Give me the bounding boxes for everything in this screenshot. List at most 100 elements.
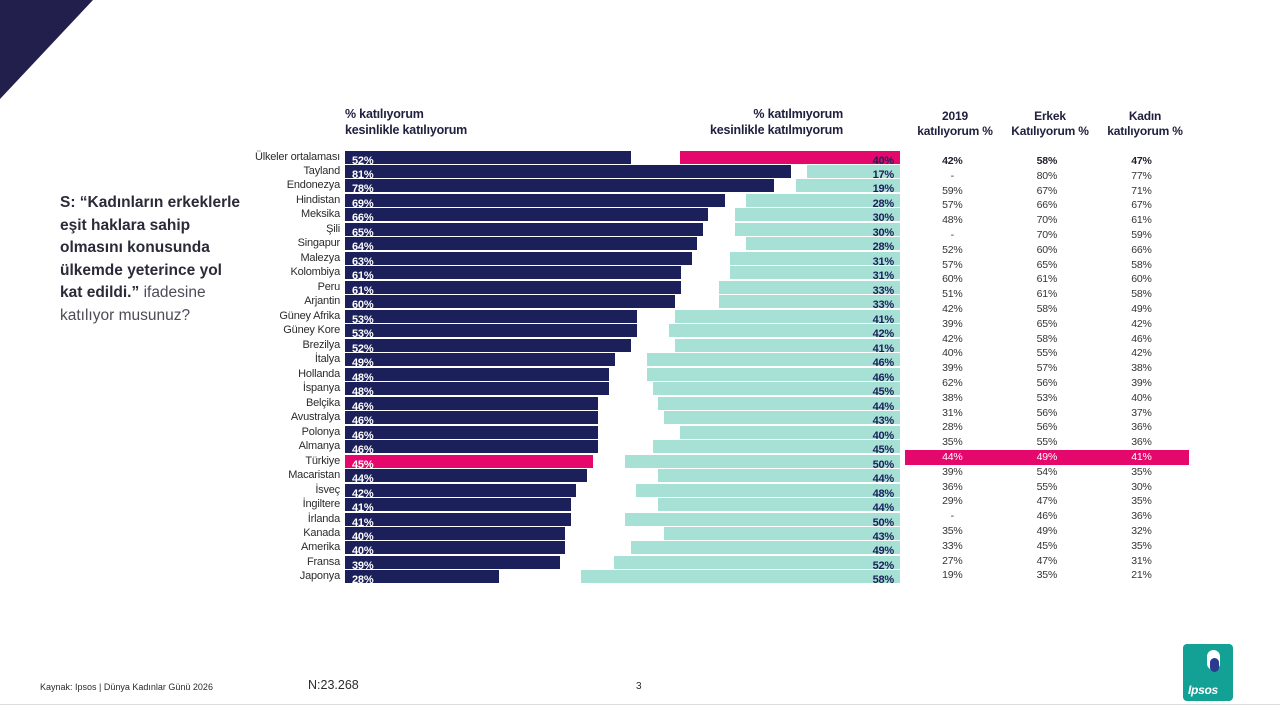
table-row: 19% 35% 21% [905, 568, 1189, 583]
bottom-divider [0, 704, 1280, 705]
agree-value: 48% [352, 386, 374, 399]
agree-value: 41% [352, 502, 374, 515]
bar-row: Fransa 39% 52% [0, 555, 1280, 572]
agree-value: 39% [352, 559, 374, 572]
table-cell-kadin: 42% [1131, 347, 1152, 360]
table-row: 60% 61% 60% [905, 272, 1189, 287]
table-cell-2019: 35% [942, 436, 963, 449]
agree-value: 63% [352, 255, 374, 268]
agree-value: 49% [352, 357, 374, 370]
table-row: 35% 49% 32% [905, 524, 1189, 539]
disagree-bar: 31% [729, 266, 900, 282]
disagree-value: 28% [872, 197, 895, 210]
table-row: 57% 66% 67% [905, 198, 1189, 213]
agree-value: 53% [352, 328, 374, 341]
sample-size: N:23.268 [308, 678, 359, 692]
table-cell-erkek: 65% [1036, 258, 1058, 271]
bar-row: Kanada 40% 43% [0, 526, 1280, 543]
table-cell-kadin: 59% [1131, 229, 1152, 241]
bar-row: Peru 61% 33% [0, 280, 1280, 297]
agree-value: 61% [352, 284, 374, 297]
country-label: Hindistan [295, 193, 340, 206]
table-cell-2019: - [950, 169, 954, 182]
agree-value: 78% [352, 183, 374, 196]
agree-bar: 52% [345, 150, 631, 167]
agree-bar: 42% [345, 483, 576, 500]
table-cell-erkek: 55% [1036, 480, 1058, 493]
table-cell-kadin: 58% [1131, 258, 1152, 271]
country-label: Güney Kore [283, 324, 340, 337]
table-row: 57% 65% 58% [905, 258, 1189, 273]
table-cell-erkek: 61% [1036, 273, 1058, 286]
agree-bar: 44% [345, 469, 587, 485]
table-row: 38% 53% 40% [905, 391, 1189, 406]
table-cell-erkek: 61% [1036, 288, 1058, 301]
disagree-bar: 45% [652, 440, 900, 457]
disagree-bar: 45% [652, 382, 900, 398]
disagree-value: 52% [872, 559, 895, 572]
agree-bar: 63% [345, 251, 692, 268]
bar-row: İsveç 42% 48% [0, 483, 1280, 500]
disagree-bar: 52% [614, 555, 900, 572]
table-row: 48% 70% 61% [905, 213, 1189, 228]
bar-row: Polonya 46% 40% [0, 425, 1280, 442]
table-cell-2019: 27% [942, 554, 963, 567]
agree-value: 81% [352, 168, 374, 181]
table-row: 31% 56% 37% [905, 406, 1189, 421]
table-cell-erkek: 53% [1036, 391, 1058, 404]
disagree-value: 17% [872, 168, 895, 181]
agree-value: 48% [352, 371, 374, 384]
disagree-value: 41% [872, 313, 895, 326]
bar-row: Brezilya 52% 41% [0, 338, 1280, 355]
bar-row: Meksika 66% 30% [0, 208, 1280, 224]
agree-bar: 46% [345, 396, 598, 413]
table-row: 42% 58% 47% [905, 154, 1189, 169]
table-cell-kadin: 58% [1131, 288, 1152, 301]
disagree-bar: 31% [729, 251, 900, 268]
table-cell-erkek: 58% [1036, 303, 1058, 315]
country-label: Singapur [297, 237, 341, 250]
bar-row: Avustralya 46% 43% [0, 411, 1280, 427]
table-cell-2019: - [950, 510, 954, 523]
bar-row: İngiltere 41% 44% [0, 498, 1280, 515]
table-cell-2019: 42% [942, 332, 963, 345]
table-cell-kadin: 32% [1131, 525, 1152, 537]
country-label: Meksika [301, 208, 340, 221]
bar-row: Malezya 63% 31% [0, 251, 1280, 268]
disagree-value: 45% [872, 444, 895, 457]
country-label: Ülkeler ortalaması [254, 150, 340, 163]
agree-value: 40% [352, 530, 374, 543]
agree-value: 40% [352, 545, 374, 558]
table-row: 39% 65% 42% [905, 317, 1189, 332]
survey-question-bold: S: “Kadınların erkeklerle eşit haklara s… [60, 194, 241, 301]
agree-bar: 45% [345, 454, 593, 471]
country-label: Hollanda [298, 367, 340, 380]
agree-value: 52% [352, 342, 374, 355]
disagree-value: 33% [872, 299, 895, 312]
country-label: İspanya [302, 382, 340, 395]
agree-bar: 40% [345, 526, 565, 543]
bar-row: Tayland 81% 17% [0, 164, 1280, 181]
disagree-bar: 43% [663, 526, 900, 543]
survey-question-regular: ifadesine katılıyor musunuz? [60, 284, 206, 324]
ipsos-logo-text: Ipsos [1188, 683, 1218, 697]
agree-bar: 81% [345, 164, 791, 181]
survey-question: S: “Kadınların erkeklerle eşit haklara s… [60, 192, 242, 327]
agree-value: 61% [352, 270, 374, 283]
table-cell-kadin: 36% [1131, 436, 1152, 449]
disagree-bar: 46% [647, 353, 900, 369]
disagree-bar: 42% [669, 324, 900, 340]
agree-bar: 53% [345, 309, 637, 326]
bar-row: Güney Afrika 53% 41% [0, 309, 1280, 326]
table-cell-kadin: 49% [1131, 303, 1152, 315]
table-cell-kadin: 39% [1131, 377, 1152, 389]
country-label: Kolombiya [290, 266, 340, 279]
agree-bar: 65% [345, 222, 703, 239]
disagree-bar: 50% [625, 512, 900, 529]
bar-row: Belçika 46% 44% [0, 396, 1280, 413]
country-label: Şili [326, 222, 340, 235]
disagree-bar: 40% [680, 150, 900, 167]
table-row: 40% 55% 42% [905, 346, 1189, 361]
disagree-bar: 41% [674, 309, 900, 326]
